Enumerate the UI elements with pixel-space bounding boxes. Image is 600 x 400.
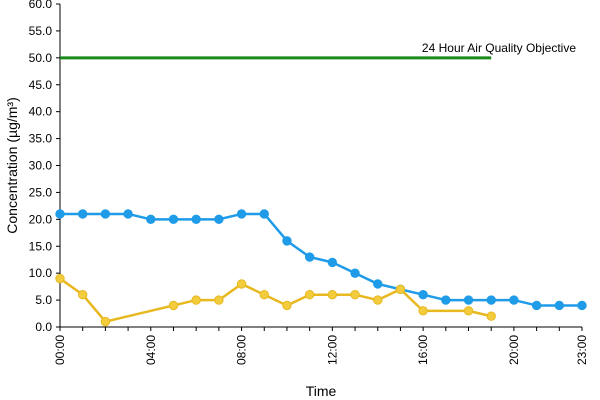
series-2-point	[259, 290, 269, 300]
series-1-point	[327, 257, 338, 268]
series-2-point	[236, 279, 247, 289]
series-1-point	[509, 295, 519, 305]
x-tick-label: 08:00	[235, 335, 249, 365]
x-tick-label: 23:00	[575, 335, 589, 365]
series-1-point	[77, 209, 88, 219]
y-tick-label: 45.0	[29, 78, 53, 92]
series-1-point	[463, 295, 474, 305]
x-tick-label: 00:00	[53, 335, 67, 365]
series-1-point	[100, 209, 111, 219]
series-1-point	[214, 214, 224, 225]
series-1-point	[282, 236, 292, 246]
series-1-point	[554, 300, 565, 311]
series-2-point	[486, 311, 496, 321]
y-axis-tick-labels: 0.0 5.0 10.0 15.0 20.0 25.0 30.0 35.0 40.0 45.0 50…	[29, 0, 53, 334]
y-tick-label: 0.0	[35, 320, 52, 334]
series-1-point	[441, 295, 451, 305]
series-2-point	[55, 273, 65, 284]
y-tick-label: 10.0	[29, 266, 53, 280]
series-1-point	[531, 300, 542, 311]
series-layer	[55, 209, 587, 327]
series-1-point	[236, 209, 247, 219]
x-axis-tick-labels: 00:00 04:00 08:00 12:00 16:00 20:00 23:00	[53, 335, 589, 365]
y-tick-label: 55.0	[29, 24, 53, 38]
y-tick-label: 5.0	[35, 293, 52, 307]
series-1-point	[55, 209, 65, 219]
series-1-point	[146, 214, 156, 225]
y-tick-label: 20.0	[29, 212, 53, 226]
series-2-point	[214, 295, 224, 305]
x-axis-title: Time	[306, 383, 337, 399]
x-tick-label: 16:00	[416, 335, 430, 365]
series-2	[55, 273, 496, 327]
y-tick-label: 60.0	[29, 0, 53, 11]
series-1-point	[486, 295, 496, 305]
series-1-point	[168, 214, 179, 225]
series-2-point	[191, 295, 201, 305]
series-1-point	[418, 290, 428, 300]
x-tick-label: 20:00	[507, 335, 521, 365]
y-tick-label: 35.0	[29, 132, 53, 146]
series-2-point	[304, 290, 315, 300]
y-tick-label: 40.0	[29, 105, 53, 119]
series-2-point	[395, 284, 406, 295]
y-tick-label: 25.0	[29, 185, 53, 199]
series-2-point	[350, 290, 360, 300]
series-1-point	[304, 252, 315, 262]
series-2-point	[100, 316, 111, 327]
series-2-point	[463, 306, 474, 316]
y-tick-label: 30.0	[29, 159, 53, 173]
series-1-point	[373, 279, 383, 289]
series-1-point	[123, 209, 133, 219]
series-1-point	[350, 268, 360, 278]
y-tick-label: 50.0	[29, 51, 53, 65]
series-1-point	[259, 209, 269, 219]
series-1-line	[60, 212, 582, 307]
series-2-point	[327, 290, 338, 300]
series-2-point	[168, 300, 179, 311]
y-axis-ticks	[56, 3, 60, 328]
air-quality-objective-label: 24 Hour Air Quality Objective	[422, 41, 576, 55]
y-axis-title: Concentration (µg/m³)	[4, 97, 20, 233]
x-axis-ticks	[59, 327, 583, 331]
series-2-line	[59, 277, 492, 323]
series-2-point	[373, 295, 383, 305]
series-1-point	[577, 300, 587, 311]
x-tick-label: 12:00	[325, 335, 339, 365]
series-2-point	[418, 306, 428, 316]
series-2-point	[77, 290, 88, 300]
y-tick-label: 15.0	[29, 239, 53, 253]
series-2-point	[282, 300, 292, 311]
series-1-point	[191, 214, 201, 225]
x-tick-label: 04:00	[144, 335, 158, 365]
